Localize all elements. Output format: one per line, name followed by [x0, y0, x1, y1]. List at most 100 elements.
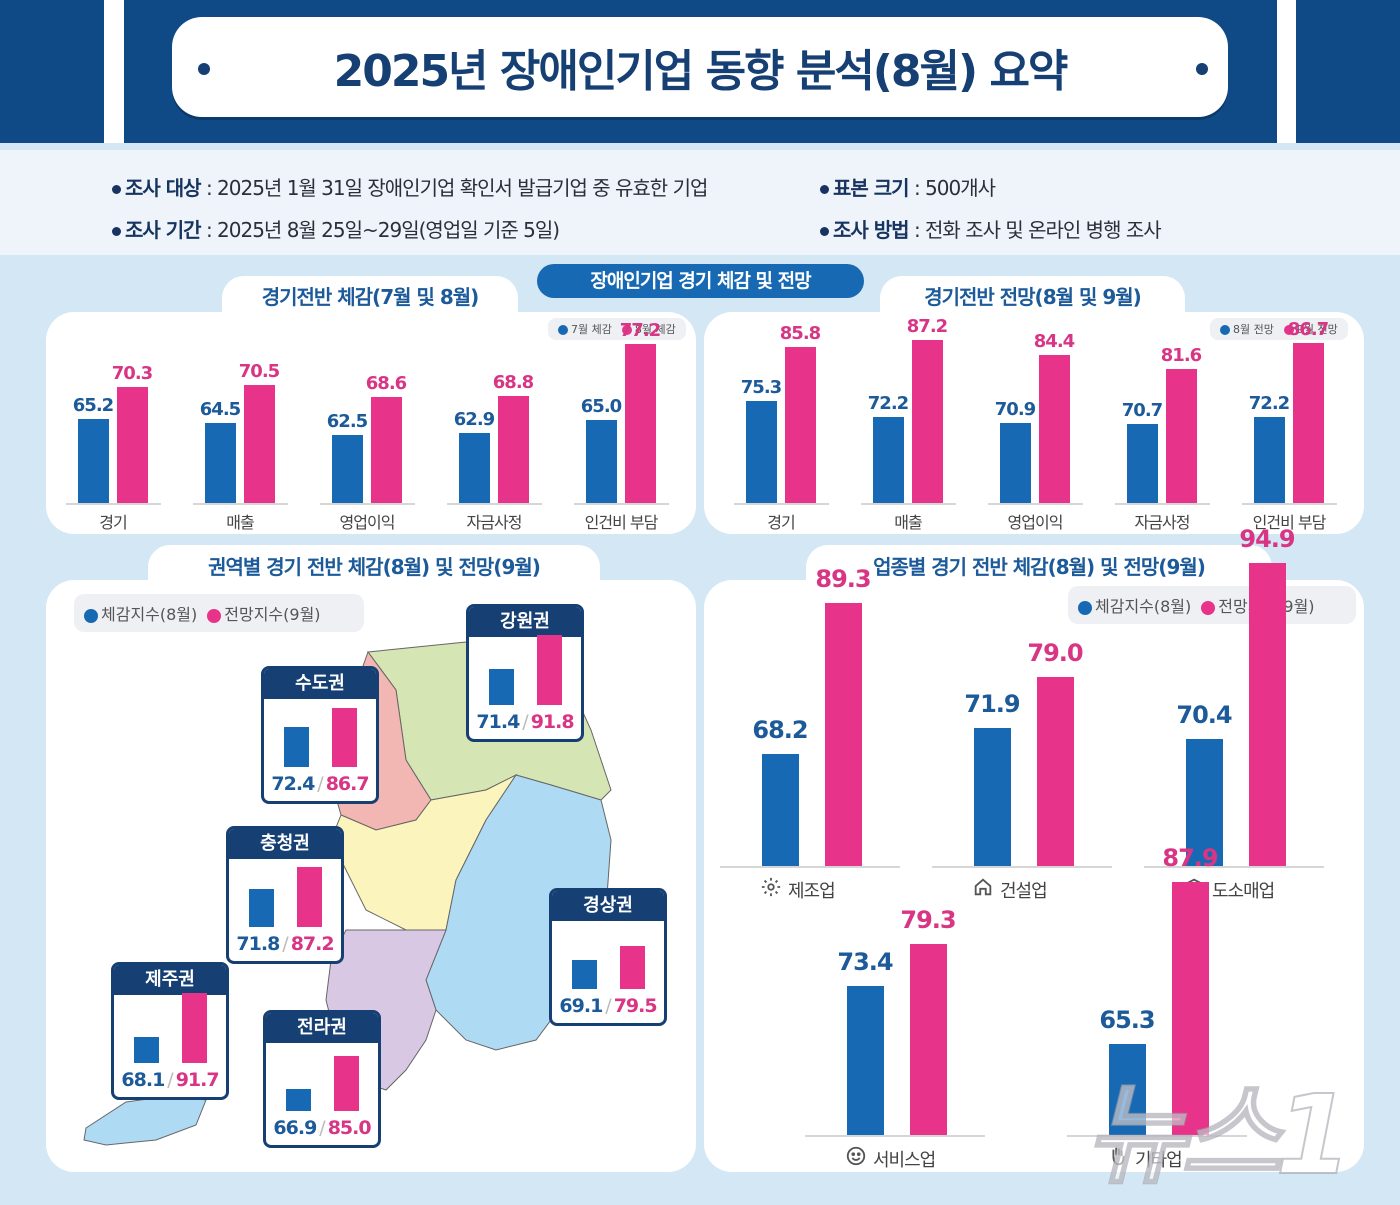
- value-label: 70.9: [994, 399, 1036, 421]
- chart1-legend: 7월 체감 8월 체감: [548, 318, 686, 340]
- bar-series2: [620, 946, 645, 989]
- value-label: 65.3: [1099, 1006, 1155, 1035]
- bar-series2: [1166, 368, 1197, 503]
- bar-series1: [1109, 1044, 1146, 1135]
- value-label: 89.3: [815, 564, 871, 593]
- region-name: 강원권: [469, 607, 581, 637]
- industry-category: 서비스업: [845, 1145, 936, 1172]
- value-label: 75.3: [740, 376, 782, 398]
- bar-series1: [134, 1037, 159, 1063]
- value-label: 85.0: [327, 1117, 372, 1139]
- value-label: 87.9: [1162, 843, 1218, 872]
- value-label: 68.8: [492, 372, 534, 393]
- baseline: [1242, 503, 1337, 505]
- bar-series2: [785, 347, 816, 503]
- separator: /: [282, 933, 288, 955]
- region-values: 69.1/79.5: [552, 995, 664, 1017]
- baseline: [988, 503, 1083, 505]
- bar-series1: [489, 668, 514, 705]
- region-values: 71.4/91.8: [469, 711, 581, 733]
- value-label: 73.4: [837, 947, 893, 976]
- category-label: 경기: [767, 513, 795, 532]
- value-label: 70.7: [1121, 400, 1163, 422]
- separator: /: [167, 1069, 173, 1091]
- category-label: 매출: [894, 513, 922, 532]
- value-label: 66.9: [273, 1117, 317, 1139]
- header-stripe-right: [1296, 0, 1400, 143]
- bar-series2: [1249, 562, 1286, 866]
- region-card: 제주권 68.1/91.7: [111, 962, 229, 1100]
- region-name: 제주권: [114, 965, 226, 995]
- industry-category: 제조업: [760, 876, 836, 903]
- news1-watermark: 뉴스1: [1084, 1070, 1353, 1200]
- survey-target: 조사 대상 : 2025년 1월 31일 장애인기업 확인서 발급기업 중 유효…: [112, 172, 708, 201]
- bar-series1: [873, 416, 904, 503]
- separator: /: [317, 773, 323, 795]
- baseline: [193, 503, 288, 505]
- bar-series1: [847, 985, 884, 1135]
- survey-info: 조사 대상 : 2025년 1월 31일 장애인기업 확인서 발급기업 중 유효…: [0, 150, 1400, 255]
- baseline: [1144, 866, 1324, 868]
- chart2-legend: 8월 전망 9월 전망: [1210, 318, 1348, 340]
- section-title-pill: 장애인기업 경기 체감 및 전망: [537, 264, 864, 298]
- bar-series1: [974, 727, 1011, 866]
- region-name: 경상권: [552, 891, 664, 921]
- bar-series2: [1039, 354, 1070, 503]
- value-label: 71.4: [476, 711, 520, 733]
- value-label: 79.0: [1027, 638, 1083, 667]
- baseline: [805, 1135, 985, 1137]
- bar-series2: [537, 635, 562, 705]
- value-label: 86.7: [1287, 318, 1329, 340]
- category-label: 자금사정: [466, 513, 523, 532]
- value-label: 79.5: [613, 995, 658, 1017]
- bar-series2: [117, 386, 148, 503]
- bar-series2: [1172, 881, 1209, 1135]
- value-label: 87.2: [906, 316, 948, 338]
- bullet-dot: [198, 63, 210, 75]
- value-label: 71.9: [964, 689, 1020, 718]
- value-label: 62.5: [326, 411, 368, 433]
- value-label: 84.4: [1033, 330, 1075, 352]
- value-label: 68.1: [121, 1069, 165, 1091]
- baseline: [861, 503, 956, 505]
- region-values: 71.8/87.2: [229, 933, 341, 955]
- bar-series1: [78, 418, 109, 503]
- separator: /: [319, 1117, 325, 1139]
- category-label: 제조업: [788, 880, 836, 902]
- bar-series2: [297, 867, 322, 927]
- bar-series1: [1000, 423, 1031, 503]
- separator: /: [522, 711, 528, 733]
- bar-series2: [182, 993, 207, 1063]
- baseline: [1067, 1135, 1247, 1137]
- category-label: 영업이익: [339, 513, 396, 532]
- value-label: 69.1: [559, 995, 603, 1017]
- value-label: 68.2: [752, 716, 808, 745]
- bar-series1: [746, 400, 777, 503]
- bar-series2: [1037, 676, 1074, 866]
- industry-legend: 체감지수(8월) 전망지수(9월): [1068, 586, 1356, 624]
- bar-series2: [498, 396, 529, 503]
- baseline: [734, 503, 829, 505]
- bar-series1: [1127, 424, 1158, 503]
- header-stripe-left: [0, 0, 104, 143]
- region-name: 수도권: [264, 669, 376, 699]
- value-label: 71.8: [236, 933, 280, 955]
- bar-series2: [244, 385, 275, 503]
- title-pill: 2025년 장애인기업 동향 분석(8월) 요약: [172, 17, 1228, 117]
- value-label: 72.4: [271, 773, 315, 795]
- category-label: 건설업: [1000, 880, 1048, 902]
- survey-period: 조사 기간 : 2025년 8월 25일~29일(영업일 기준 5일): [112, 214, 560, 243]
- value-label: 72.2: [867, 392, 909, 414]
- region-card: 경상권 69.1/79.5: [549, 888, 667, 1026]
- region-card: 전라권 66.9/85.0: [263, 1010, 381, 1148]
- baseline: [447, 503, 542, 505]
- baseline: [1115, 503, 1210, 505]
- category-label: 기타업: [1135, 1149, 1183, 1171]
- region-name: 충청권: [229, 829, 341, 859]
- bar-series1: [284, 727, 309, 767]
- bar-series1: [762, 754, 799, 866]
- category-label: 경기: [99, 513, 127, 532]
- value-label: 91.7: [175, 1069, 220, 1091]
- region-values: 66.9/85.0: [266, 1117, 378, 1139]
- region-values: 68.1/91.7: [114, 1069, 226, 1091]
